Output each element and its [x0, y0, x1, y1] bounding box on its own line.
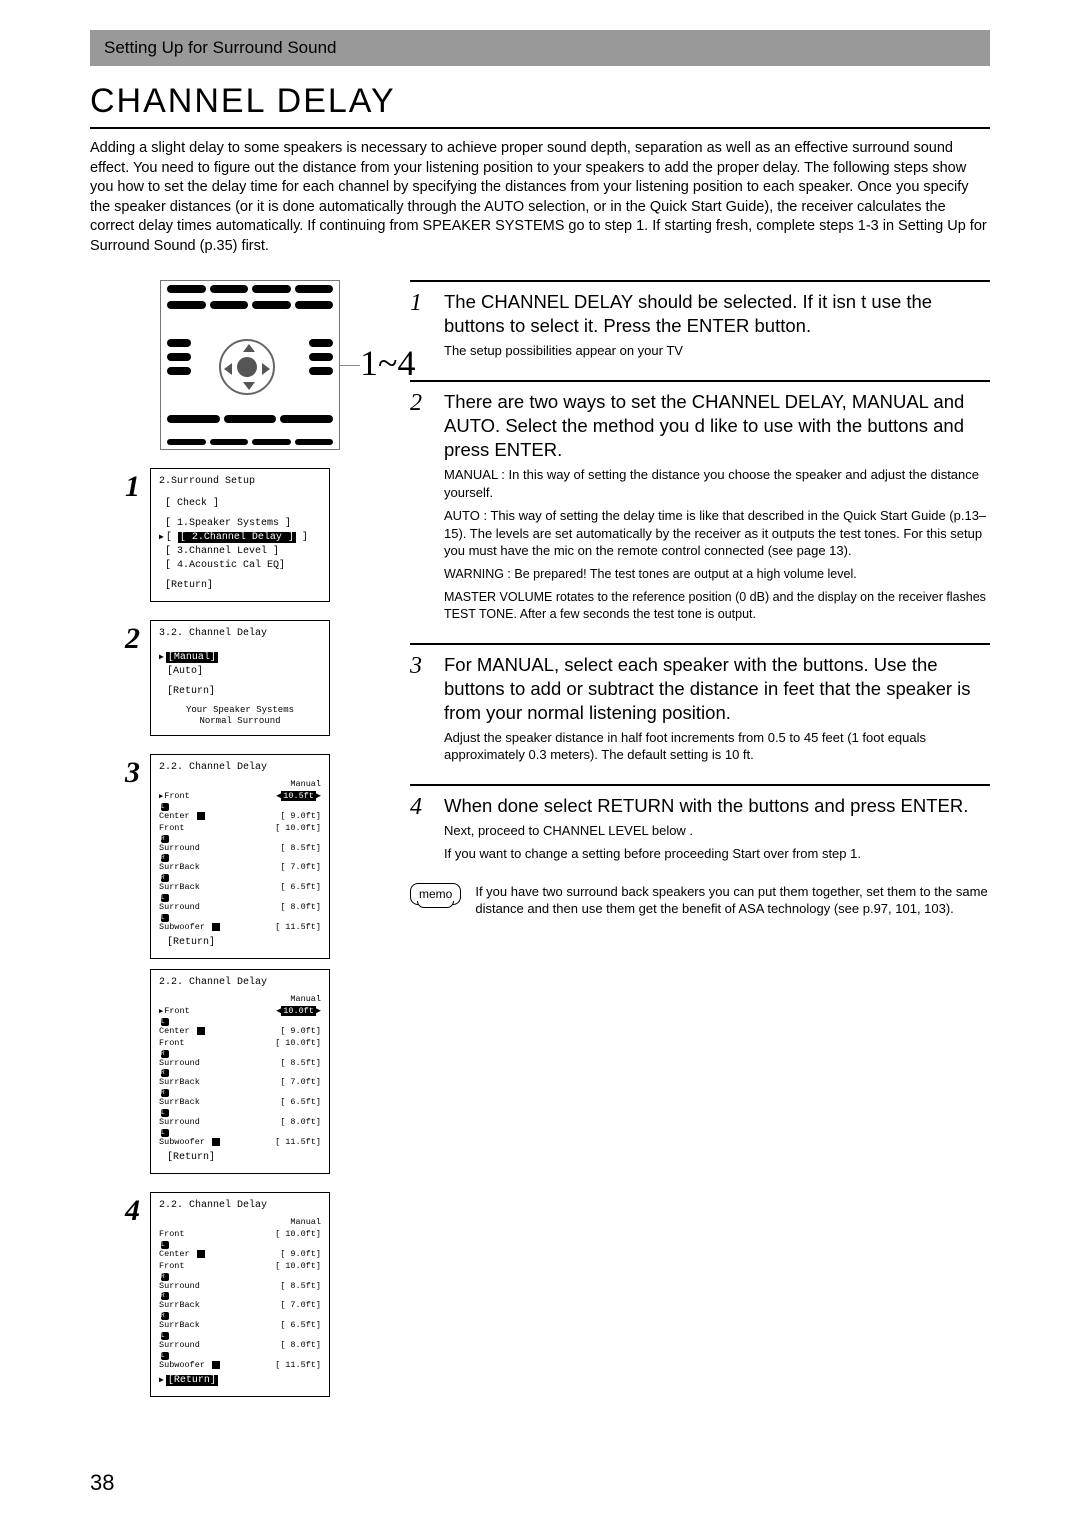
osd2-foot2: Normal Surround — [159, 716, 321, 727]
step2-headline: There are two ways to set the CHANNEL DE… — [444, 390, 990, 462]
step3-sub: Adjust the speaker distance in half foot… — [444, 729, 990, 764]
step1-sub: The setup possibilities appear on your T… — [444, 342, 990, 360]
osd1-item: [ Check ] — [165, 497, 321, 511]
intro-paragraph: Adding a slight delay to some speakers i… — [90, 139, 990, 256]
left-step-num-1: 1 — [90, 468, 140, 504]
left-step-num-2: 2 — [90, 620, 140, 656]
page-title: CHANNEL DELAY — [90, 82, 990, 129]
osd2-item: [Auto] — [167, 665, 321, 679]
step2-master: MASTER VOLUME rotates to the reference p… — [444, 589, 990, 623]
step2-warning: WARNING : Be prepared! The test tones ar… — [444, 566, 990, 583]
osd1-item: [ 1.Speaker Systems ] — [165, 517, 321, 531]
osd-screen-delay-mode: 3.2. Channel Delay [Manual] [Auto] [Retu… — [150, 620, 330, 736]
left-step-num-4: 4 — [90, 1192, 140, 1228]
osd2-foot1: Your Speaker Systems — [159, 705, 321, 716]
step-num: 4 — [410, 794, 434, 869]
step2-manual: MANUAL : In this way of setting the dist… — [444, 466, 990, 501]
osd-screen-manual-b: 2.2. Channel DelayManualFront L◀10.0ft▶C… — [150, 969, 330, 1174]
page-number: 38 — [90, 1470, 114, 1496]
memo-text: If you have two surround back speakers y… — [475, 883, 990, 918]
step1-headline: The CHANNEL DELAY should be selected. If… — [444, 290, 990, 338]
step4-sub1: Next, proceed to CHANNEL LEVEL below . — [444, 822, 990, 840]
osd2-title: 3.2. Channel Delay — [159, 627, 321, 641]
left-column: 1~4 1 2.Surround Setup [ Check ] [ 1.Spe… — [90, 280, 390, 1397]
osd-screen-manual-a: 2.2. Channel DelayManualFront L◀10.5ft▶C… — [150, 754, 330, 959]
memo-icon: memo — [410, 883, 461, 905]
step-num: 2 — [410, 390, 434, 629]
osd1-return: [Return] — [165, 579, 321, 593]
memo-box: memo If you have two surround back speak… — [410, 883, 990, 918]
step4-sub2: If you want to change a setting before p… — [444, 845, 990, 863]
osd1-item-selected: [ [ 2.Channel Delay ] ] — [159, 531, 321, 545]
osd1-title: 2.Surround Setup — [159, 475, 321, 489]
dpad-icon — [219, 339, 275, 395]
step-num: 3 — [410, 653, 434, 770]
section-header-bar: Setting Up for Surround Sound — [90, 30, 990, 66]
manual-page: Setting Up for Surround Sound CHANNEL DE… — [90, 30, 990, 1397]
osd2-return: [Return] — [167, 685, 321, 699]
step3-headline: For MANUAL, select each speaker with the… — [444, 653, 990, 725]
osd1-item: [ 3.Channel Level ] — [165, 545, 321, 559]
left-step-num-3: 3 — [90, 754, 140, 790]
step2-auto: AUTO : This way of setting the delay tim… — [444, 507, 990, 560]
step4-headline: When done select RETURN with the buttons… — [444, 794, 990, 818]
osd1-item: [ 4.Acoustic Cal EQ] — [165, 559, 321, 573]
step-range-label: 1~4 — [360, 342, 415, 384]
osd2-item-selected: [Manual] — [159, 651, 321, 665]
osd-screen-return: 2.2. Channel DelayManualFront L[ 10.0ft]… — [150, 1192, 330, 1397]
remote-control-diagram — [160, 280, 340, 450]
right-column: 1 The CHANNEL DELAY should be selected. … — [410, 280, 990, 1397]
osd-screen-surround-setup: 2.Surround Setup [ Check ] [ 1.Speaker S… — [150, 468, 330, 602]
